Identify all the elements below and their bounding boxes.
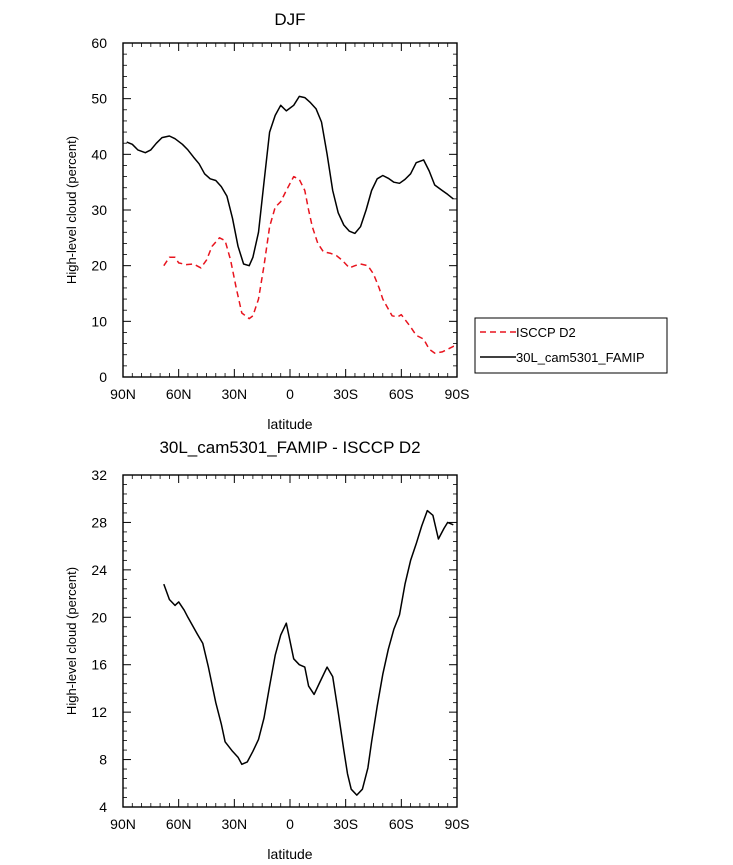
x-tick-label: 60N <box>166 816 192 832</box>
y-tick-label: 4 <box>99 799 107 815</box>
legend: ISCCP D2 30L_cam5301_FAMIP <box>474 317 668 374</box>
y-tick-label: 50 <box>91 91 107 107</box>
x-tick-label: 90N <box>110 386 136 402</box>
y-axis-label: High-level cloud (percent) <box>64 567 79 715</box>
x-tick-label: 30S <box>333 386 358 402</box>
x-tick-label: 30S <box>333 816 358 832</box>
y-tick-label: 40 <box>91 146 107 162</box>
y-tick-label: 20 <box>91 258 107 274</box>
chart-panel-difference: 30L_cam5301_FAMIP - ISCCP D2 90N 60N 30N 0 3… <box>64 438 469 862</box>
series-layer <box>126 95 458 354</box>
x-tick-label: 30N <box>221 386 247 402</box>
plot-frame <box>122 42 458 378</box>
y-tick-label: 16 <box>91 657 107 673</box>
x-axis-label: latitude <box>267 416 312 432</box>
chart-panel-djf: DJF 90N 60N 30N 0 30S 60S 90S 0 10 20 30 40 50 60 Hig… <box>64 10 668 432</box>
axis-ticks: 90N 60N 30N 0 30S 60S 90S 0 10 20 30 40 50 60 <box>91 35 469 402</box>
x-tick-label: 30N <box>221 816 247 832</box>
y-tick-label: 0 <box>99 369 107 385</box>
chart-title: DJF <box>274 10 305 29</box>
series-line-difference <box>163 509 454 796</box>
x-tick-label: 60S <box>389 386 414 402</box>
y-tick-label: 8 <box>99 752 107 768</box>
legend-box <box>474 317 668 374</box>
y-tick-label: 32 <box>91 467 107 483</box>
legend-label-isccp-d2: ISCCP D2 <box>516 325 576 340</box>
series-layer <box>163 509 454 796</box>
axis-ticks: 90N 60N 30N 0 30S 60S 90S 4 8 12 16 20 24 28 32 <box>91 467 469 832</box>
x-tick-label: 0 <box>286 386 294 402</box>
y-tick-label: 30 <box>91 202 107 218</box>
chart-title: 30L_cam5301_FAMIP - ISCCP D2 <box>159 438 420 457</box>
y-axis-label: High-level cloud (percent) <box>64 136 79 284</box>
y-tick-label: 20 <box>91 609 107 625</box>
x-tick-label: 60N <box>166 386 192 402</box>
y-tick-label: 10 <box>91 313 107 329</box>
series-line-30l-cam5301-famip <box>126 95 454 267</box>
series-line-isccp-d2 <box>163 175 458 354</box>
x-tick-label: 90N <box>110 816 136 832</box>
x-tick-label: 90S <box>445 816 470 832</box>
x-tick-label: 60S <box>389 816 414 832</box>
legend-label-cam5301: 30L_cam5301_FAMIP <box>516 350 645 365</box>
y-tick-label: 28 <box>91 514 107 530</box>
x-axis-label: latitude <box>267 846 312 862</box>
y-tick-label: 12 <box>91 704 107 720</box>
x-tick-label: 90S <box>445 386 470 402</box>
y-tick-label: 60 <box>91 35 107 51</box>
x-tick-label: 0 <box>286 816 294 832</box>
y-tick-label: 24 <box>91 562 107 578</box>
